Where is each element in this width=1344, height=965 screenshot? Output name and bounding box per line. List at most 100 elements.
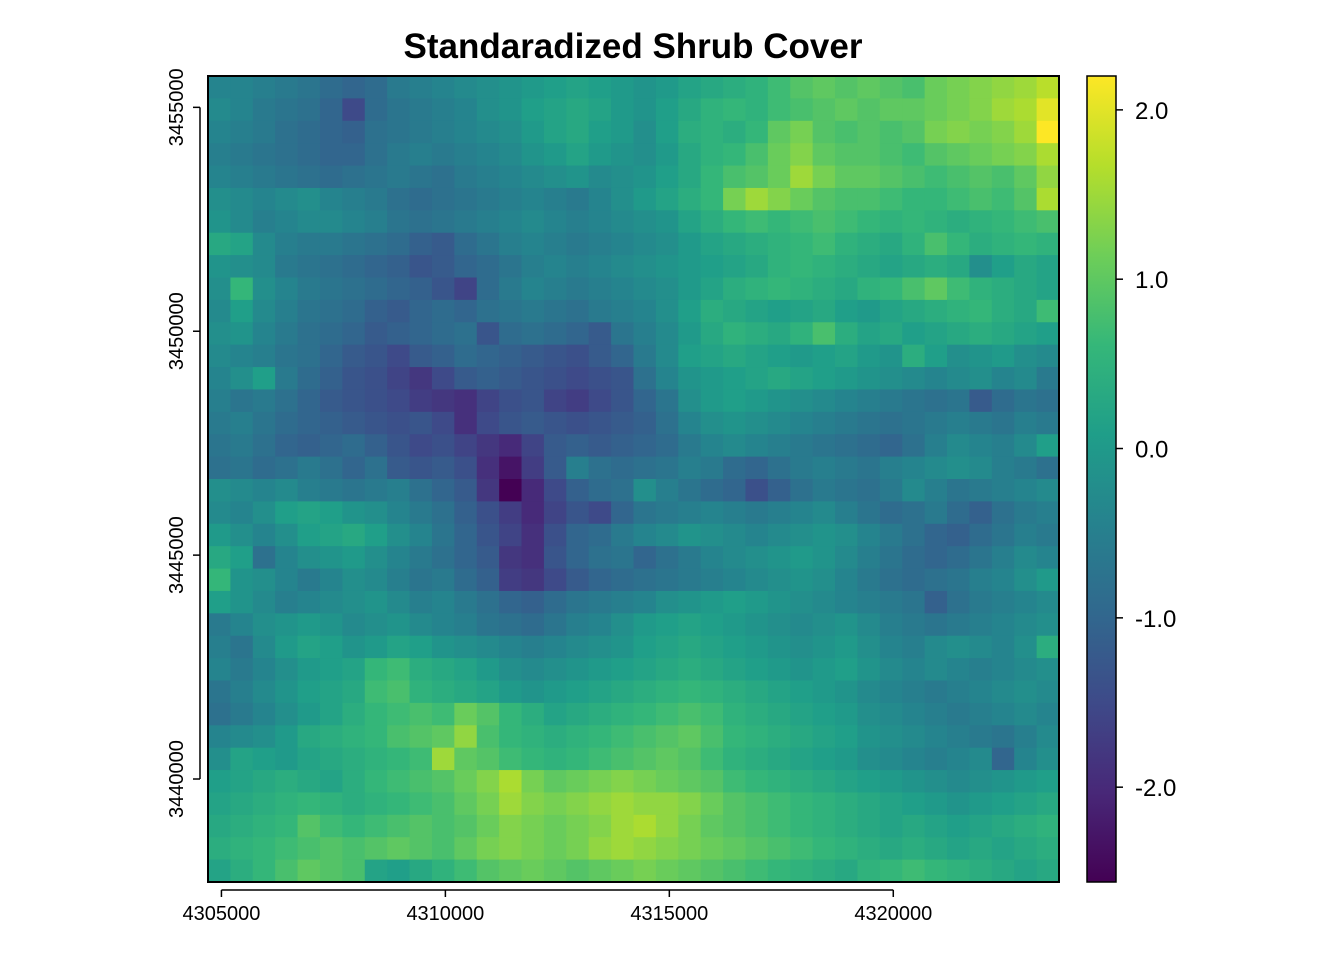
raster-cell [857, 568, 881, 592]
raster-cell [499, 568, 523, 592]
raster-cell [454, 232, 478, 256]
raster-cell [566, 770, 590, 794]
raster-cell [476, 165, 500, 189]
raster-cell [275, 770, 299, 794]
raster-cell [476, 456, 500, 480]
raster-cell [208, 232, 231, 256]
raster-cell [252, 456, 276, 480]
raster-cell [969, 232, 993, 256]
raster-cell [1014, 747, 1038, 771]
raster-cell [902, 613, 926, 637]
raster-cell [902, 277, 926, 301]
raster-cell [700, 725, 724, 749]
raster-cell [723, 568, 747, 592]
raster-cell [812, 635, 836, 659]
raster-cell [655, 546, 679, 570]
raster-cell [454, 411, 478, 435]
raster-cell [655, 389, 679, 413]
raster-cell [1014, 76, 1038, 99]
raster-cell [521, 434, 545, 458]
raster-cell [678, 546, 702, 570]
raster-cell [611, 635, 635, 659]
raster-cell [947, 859, 971, 883]
raster-cell [991, 613, 1015, 637]
raster-cell [1036, 501, 1060, 525]
raster-cell [588, 277, 612, 301]
raster-cell [991, 120, 1015, 144]
raster-cell [431, 814, 455, 838]
raster-cell [431, 344, 455, 368]
raster-cell [700, 165, 724, 189]
raster-cell [319, 635, 343, 659]
raster-cell [319, 546, 343, 570]
raster-cell [521, 702, 545, 726]
raster-cell [633, 277, 657, 301]
raster-cell [252, 613, 276, 637]
raster-cell [1036, 635, 1060, 659]
raster-cell [723, 277, 747, 301]
raster-cell [543, 479, 567, 502]
raster-cell [700, 322, 724, 346]
raster-cell [902, 770, 926, 794]
raster-cell [208, 389, 231, 413]
raster-cell [454, 344, 478, 368]
raster-cell [700, 479, 724, 502]
raster-cell [521, 232, 545, 256]
raster-cell [431, 277, 455, 301]
raster-cell [767, 859, 791, 883]
raster-cell [700, 210, 724, 234]
raster-cell [252, 344, 276, 368]
raster-cell [835, 501, 859, 525]
raster-cell [476, 434, 500, 458]
raster-cell [700, 814, 724, 838]
raster-cell [678, 859, 702, 883]
raster-cell [521, 98, 545, 122]
raster-cell [723, 590, 747, 614]
raster-cell [655, 725, 679, 749]
raster-cell [857, 770, 881, 794]
raster-cell [588, 210, 612, 234]
raster-cell [297, 367, 321, 391]
raster-cell [655, 568, 679, 592]
raster-cell [409, 76, 433, 99]
raster-cell [566, 456, 590, 480]
raster-cell [835, 76, 859, 99]
raster-cell [1036, 165, 1060, 189]
raster-cell [879, 322, 903, 346]
raster-cell [611, 747, 635, 771]
raster-cell [342, 725, 366, 749]
raster-cell [678, 680, 702, 704]
raster-cell [499, 501, 523, 525]
raster-cell [230, 501, 254, 525]
raster-cell [1036, 299, 1060, 323]
raster-cell [319, 143, 343, 167]
raster-cell [499, 747, 523, 771]
raster-cell [319, 255, 343, 279]
raster-cell [902, 814, 926, 838]
raster-cell [319, 411, 343, 435]
raster-cell [431, 770, 455, 794]
raster-cell [499, 210, 523, 234]
raster-cell [835, 590, 859, 614]
y-axis: 3455000 3450000 3445000 3440000 [166, 68, 201, 818]
raster-cell [723, 456, 747, 480]
raster-cell [745, 367, 769, 391]
raster-cell [857, 479, 881, 502]
raster-cell [499, 120, 523, 144]
raster-cell [543, 702, 567, 726]
raster-cell [969, 255, 993, 279]
raster-cell [499, 792, 523, 816]
raster-cell [767, 590, 791, 614]
raster-cell [1014, 770, 1038, 794]
raster-cell [364, 590, 388, 614]
raster-cell [454, 255, 478, 279]
raster-cell [700, 456, 724, 480]
raster-cell [566, 98, 590, 122]
raster-cell [431, 523, 455, 547]
raster-cell [454, 814, 478, 838]
raster-cell [387, 120, 411, 144]
raster-cell [902, 635, 926, 659]
raster-cell [342, 546, 366, 570]
raster-cell [835, 635, 859, 659]
raster-cell [409, 120, 433, 144]
